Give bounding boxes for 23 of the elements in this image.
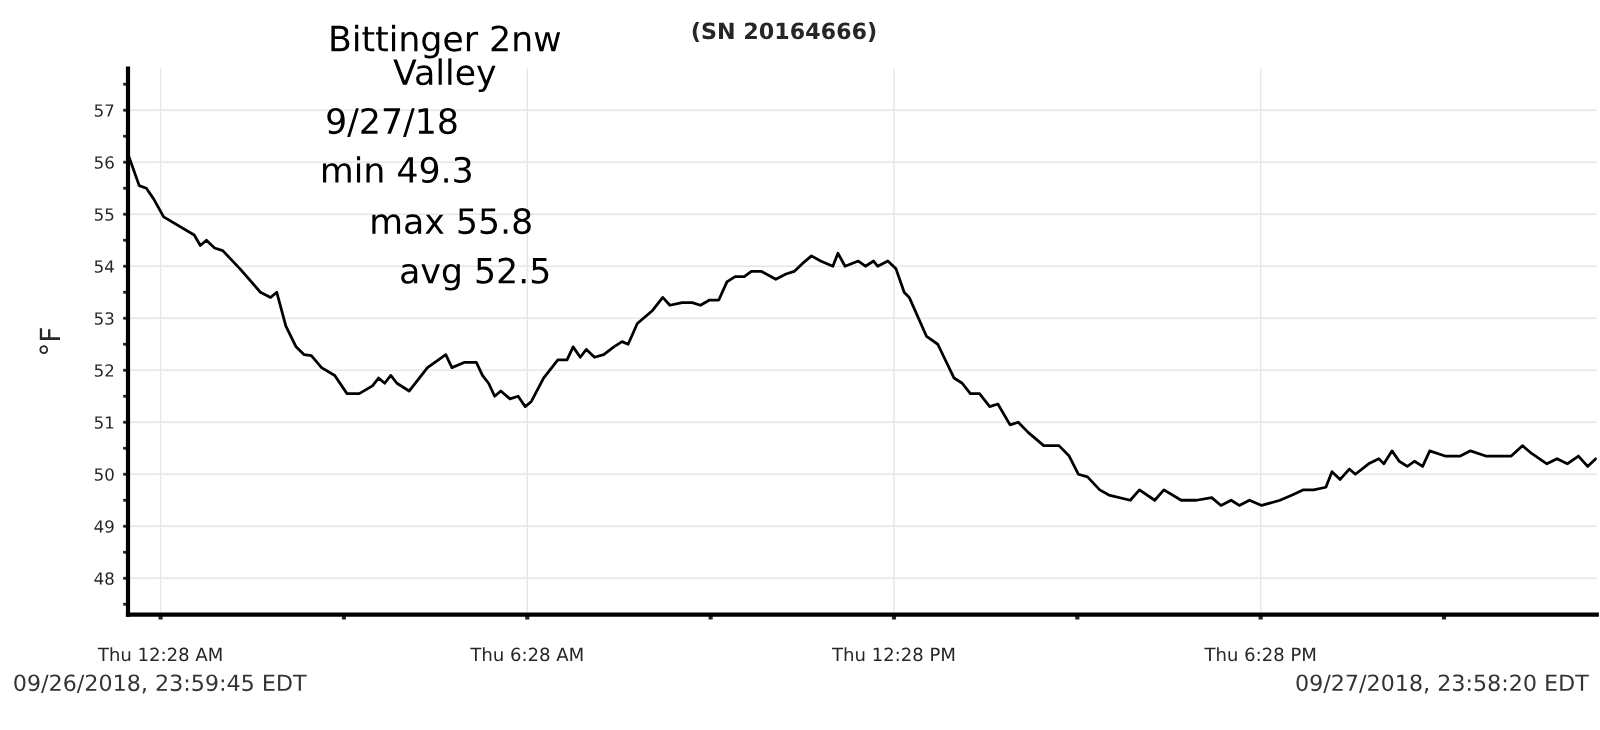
y-tick-label: 56: [94, 156, 114, 169]
x-tick-label: Thu 6:28 AM: [470, 647, 583, 662]
y-tick-label: 54: [94, 260, 114, 273]
y-tick-label: 53: [94, 312, 114, 325]
y-tick-label: 52: [94, 364, 114, 377]
chart-subtitle: (SN 20164666): [692, 22, 876, 42]
y-tick-label: 51: [94, 416, 114, 429]
annotation: max 55.8: [372, 207, 531, 235]
text: 09/26/2018, 23:59:45 EDT: [14, 674, 307, 694]
annotation: Bittinger 2nw Valley: [331, 24, 561, 92]
y-tick-label: 55: [94, 208, 114, 221]
y-tick-label: 49: [94, 520, 114, 533]
x-tick-label: Thu 12:28 AM: [97, 647, 222, 662]
y-axis-title: °F: [39, 328, 61, 354]
y-tick-label: 48: [94, 572, 114, 585]
x-tick-label: Thu 6:28 PM: [1204, 647, 1316, 662]
y-tick-label: 50: [94, 468, 114, 481]
text: 09/27/2018, 23:58:20 EDT: [1296, 674, 1589, 694]
annotation: 9/27/18: [327, 107, 457, 137]
y-tick-label: 57: [94, 104, 114, 117]
annotation: min 49.3: [323, 156, 471, 184]
annotation: avg 52.5: [401, 257, 549, 291]
x-tick-label: Thu 12:28 PM: [831, 647, 955, 662]
